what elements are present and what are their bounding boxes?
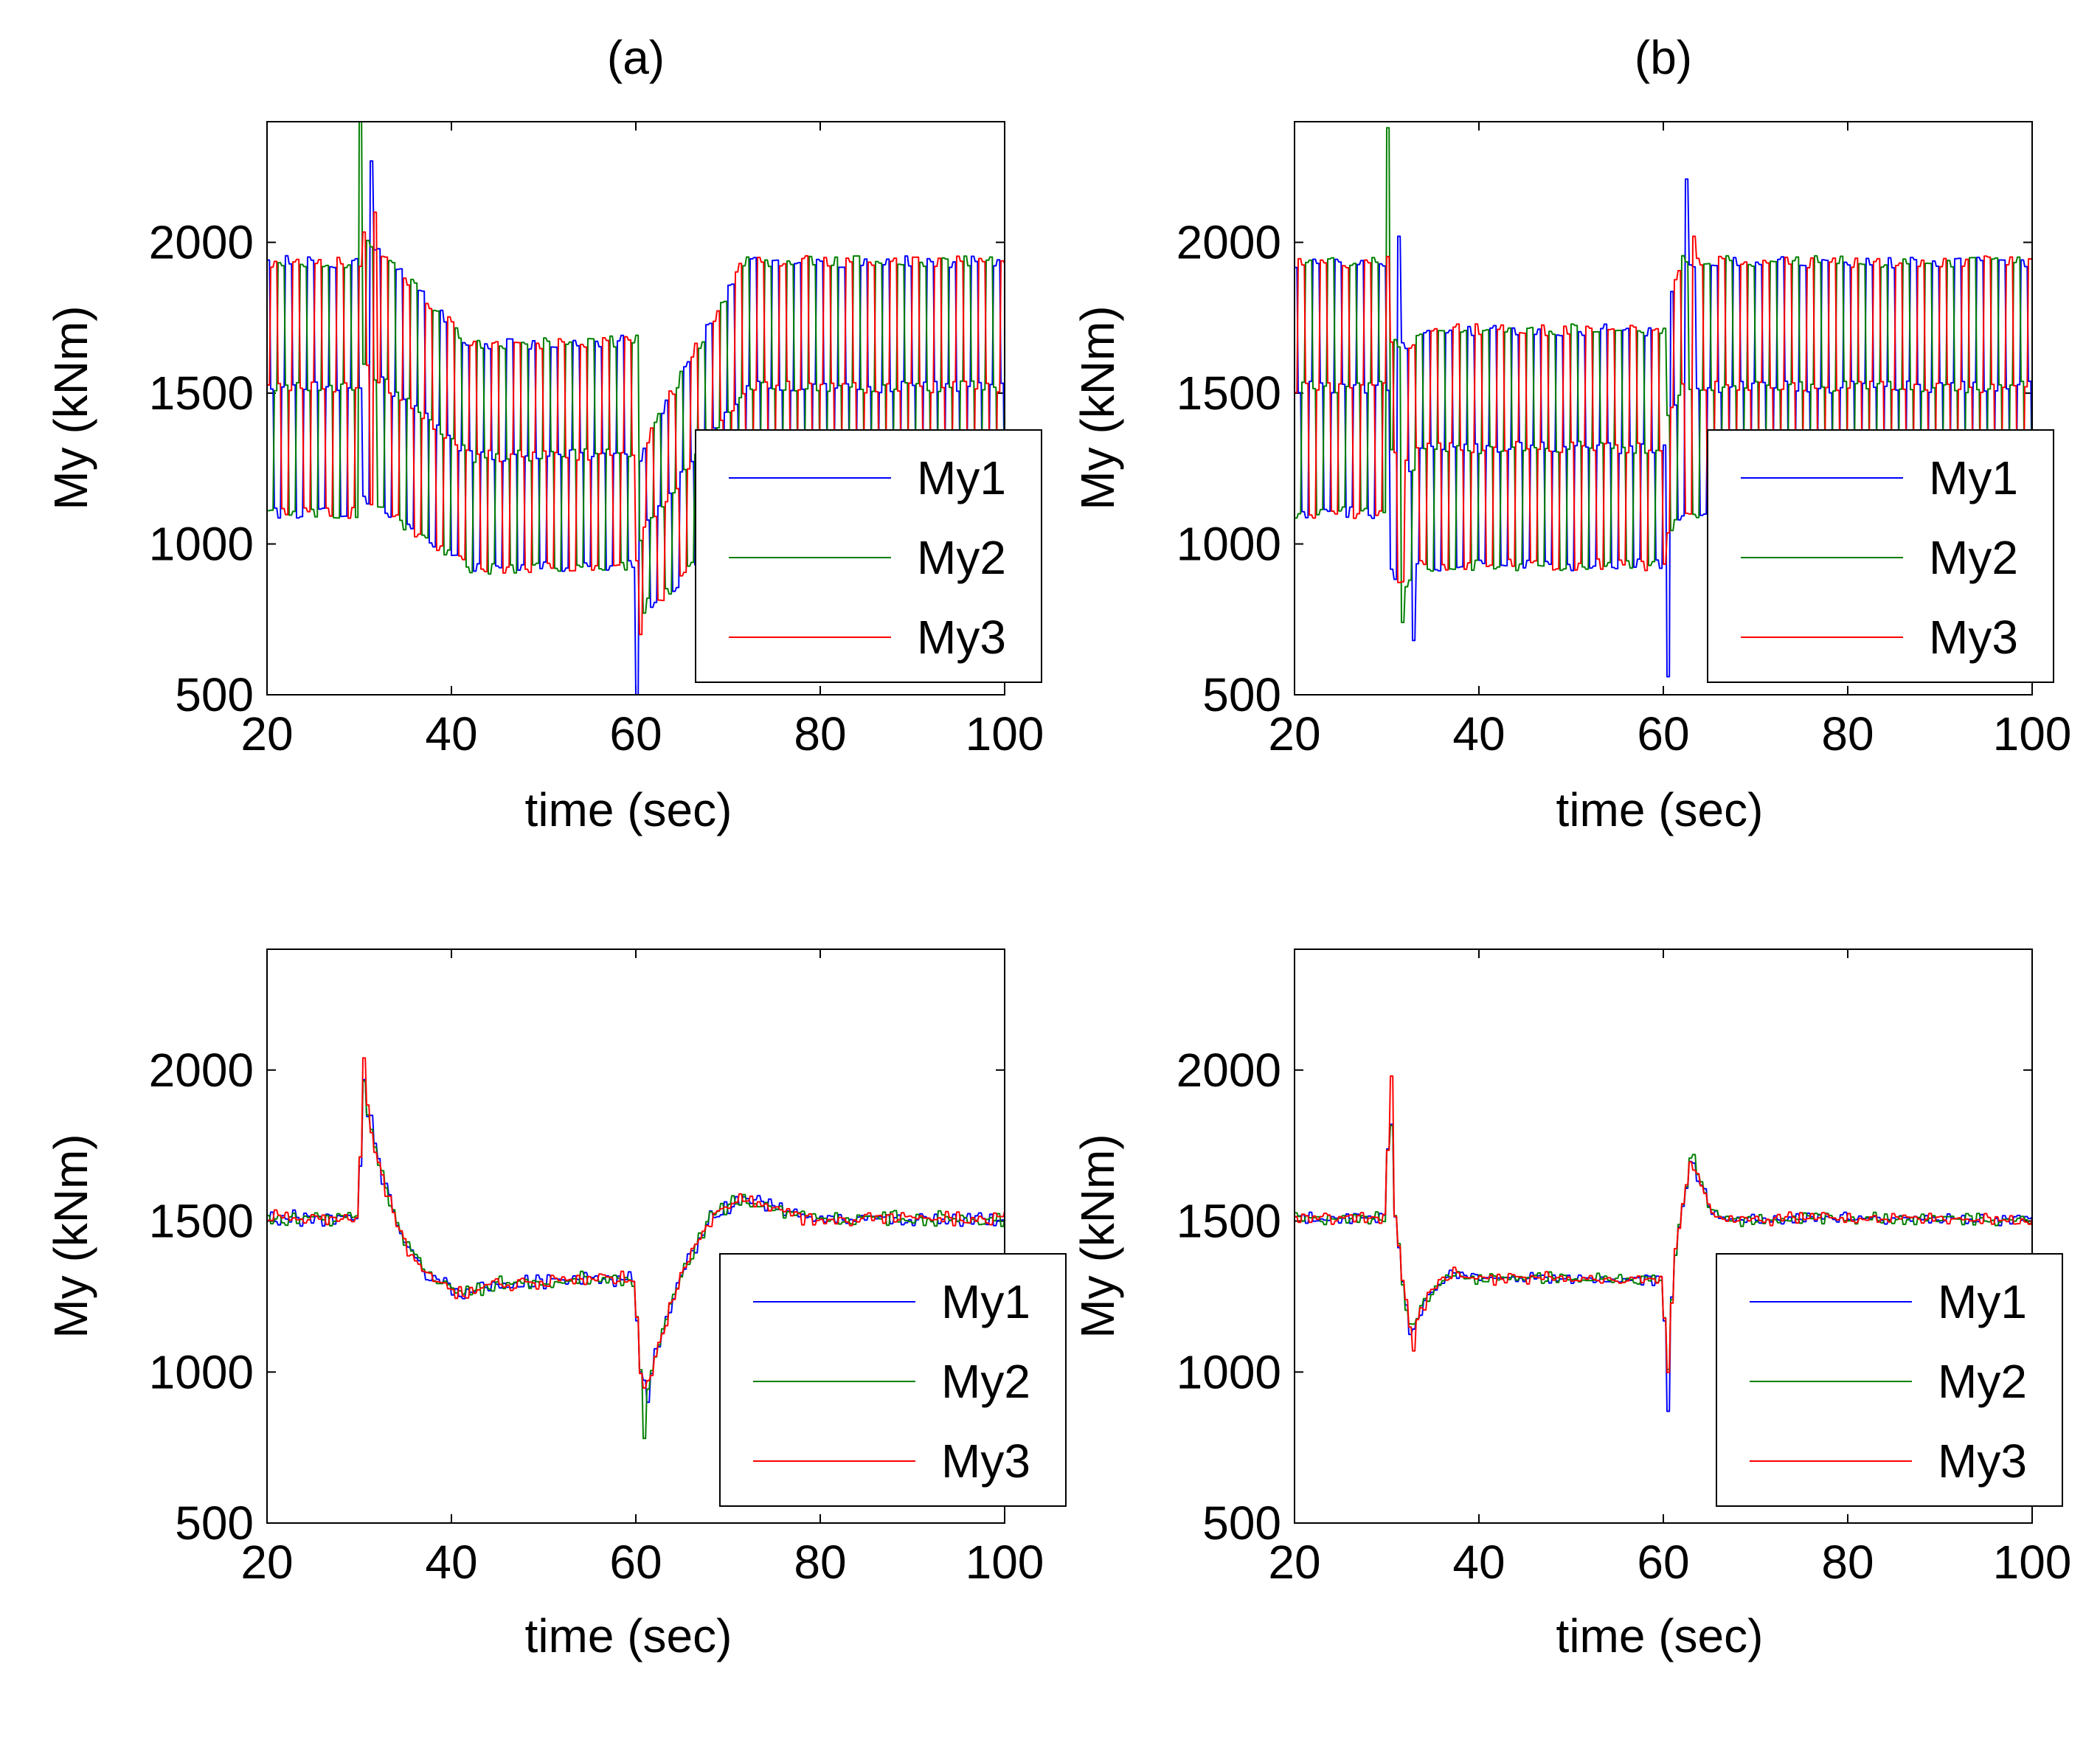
legend-label-my2: My2 bbox=[1938, 1355, 2027, 1408]
series-line-my2 bbox=[1295, 127, 2033, 623]
legend-label-my2: My2 bbox=[917, 531, 1006, 584]
panel-b-bottom: time (sec) My (kNm) 20 40 60 80 100 500 1000 15… bbox=[1071, 948, 2072, 1662]
x-tick-label: 80 bbox=[1821, 1536, 1874, 1589]
y-tick-label: 1500 bbox=[149, 367, 254, 420]
legend-box bbox=[1707, 429, 2054, 683]
y-tick-label: 1000 bbox=[1177, 1345, 1281, 1398]
x-tick-label: 60 bbox=[609, 707, 662, 760]
y-axis-label: My (kNm) bbox=[44, 305, 97, 510]
plot-frame bbox=[266, 121, 1005, 696]
legend-label-my2: My2 bbox=[941, 1355, 1030, 1408]
y-tick-label: 1500 bbox=[149, 1195, 254, 1248]
legend-label-my1: My1 bbox=[1929, 451, 2018, 504]
legend-label-my3: My3 bbox=[941, 1435, 1030, 1488]
y-axis-label: My (kNm) bbox=[1071, 305, 1124, 510]
x-tick-label: 40 bbox=[425, 1536, 477, 1589]
y-tick-label: 1000 bbox=[1177, 518, 1281, 571]
x-axis-label: time (sec) bbox=[1556, 1609, 1764, 1662]
x-tick-label: 100 bbox=[966, 707, 1044, 760]
legend: My1 My2 My3 bbox=[719, 1253, 1067, 1507]
series-line-my2 bbox=[267, 121, 1005, 614]
y-tick-label: 2000 bbox=[149, 1044, 254, 1097]
x-tick-label: 40 bbox=[425, 707, 477, 760]
x-tick-label: 60 bbox=[609, 1536, 662, 1589]
panel-b-top: (b) time (sec) My (kNm) 20 40 60 80 100 500 10… bbox=[1071, 31, 2071, 836]
y-tick-label: 2000 bbox=[149, 216, 254, 269]
legend-box bbox=[719, 1253, 1067, 1507]
y-tick-label: 1000 bbox=[149, 518, 254, 571]
x-tick-label: 20 bbox=[240, 707, 293, 760]
x-tick-label: 40 bbox=[1452, 1536, 1505, 1589]
axis-ticks: 20 40 60 80 100 500 1000 1500 2000 bbox=[1177, 949, 2072, 1589]
x-tick-label: 80 bbox=[794, 1536, 846, 1589]
x-tick-label: 20 bbox=[1268, 1536, 1320, 1589]
legend-label-my3: My3 bbox=[1938, 1435, 2027, 1488]
plot-frame bbox=[266, 948, 1005, 1524]
x-axis-label: time (sec) bbox=[1556, 783, 1764, 836]
y-tick-label: 500 bbox=[175, 1496, 254, 1550]
legend-label-my1: My1 bbox=[1938, 1275, 2027, 1328]
legend-label-my2: My2 bbox=[1929, 531, 2018, 584]
legend-label-my3: My3 bbox=[1929, 611, 2018, 664]
legend-label-my1: My1 bbox=[917, 451, 1006, 504]
legend-box bbox=[695, 429, 1042, 683]
panel-title: (a) bbox=[607, 31, 665, 84]
legend-box bbox=[1716, 1253, 2063, 1507]
y-tick-label: 1500 bbox=[1177, 1195, 1281, 1248]
axis-ticks: 20 40 60 80 100 500 1000 1500 2000 bbox=[149, 122, 1044, 760]
series-line-my3 bbox=[267, 1057, 1005, 1389]
panel-a-bottom: time (sec) My (kNm) 20 40 60 80 100 500 1000 15… bbox=[44, 948, 1067, 1662]
x-tick-label: 100 bbox=[1993, 707, 2072, 760]
legend: My1 My2 My3 bbox=[695, 429, 1042, 683]
x-tick-label: 100 bbox=[966, 1536, 1044, 1589]
x-tick-label: 80 bbox=[1821, 707, 1874, 760]
y-tick-label: 500 bbox=[1202, 668, 1281, 721]
panel-a-top: (a) time (sec) My (kNm) 20 40 60 80 100 500 10… bbox=[44, 31, 1044, 836]
panel-title: (b) bbox=[1635, 31, 1692, 84]
legend-label-my1: My1 bbox=[941, 1275, 1030, 1328]
series-lines bbox=[1295, 1075, 2033, 1412]
plot-frame bbox=[1294, 121, 2033, 696]
legend-label-my3: My3 bbox=[917, 611, 1006, 664]
x-tick-label: 20 bbox=[1268, 707, 1320, 760]
y-axis-label: My (kNm) bbox=[1071, 1134, 1124, 1338]
x-tick-label: 80 bbox=[794, 707, 846, 760]
y-tick-label: 2000 bbox=[1177, 216, 1281, 269]
y-tick-label: 500 bbox=[175, 668, 254, 721]
y-tick-label: 1500 bbox=[1177, 367, 1281, 420]
legend: My1 My2 My3 bbox=[1716, 1253, 2063, 1507]
x-tick-label: 40 bbox=[1452, 707, 1505, 760]
series-line-my3 bbox=[1295, 1075, 2033, 1373]
y-tick-label: 1000 bbox=[149, 1345, 254, 1398]
x-axis-label: time (sec) bbox=[525, 1609, 732, 1662]
axis-ticks: 20 40 60 80 100 500 1000 1500 2000 bbox=[1177, 122, 2072, 760]
y-axis-label: My (kNm) bbox=[44, 1134, 97, 1338]
series-lines bbox=[267, 1057, 1005, 1440]
y-tick-label: 2000 bbox=[1177, 1044, 1281, 1097]
x-tick-label: 60 bbox=[1637, 707, 1689, 760]
x-tick-label: 100 bbox=[1993, 1536, 2072, 1589]
x-tick-label: 60 bbox=[1637, 1536, 1689, 1589]
x-axis-label: time (sec) bbox=[525, 783, 732, 836]
legend: My1 My2 My3 bbox=[1707, 429, 2054, 683]
plot-frame bbox=[1294, 948, 2033, 1524]
x-tick-label: 20 bbox=[240, 1536, 293, 1589]
axis-ticks: 20 40 60 80 100 500 1000 1500 2000 bbox=[149, 949, 1044, 1589]
y-tick-label: 500 bbox=[1202, 1496, 1281, 1550]
